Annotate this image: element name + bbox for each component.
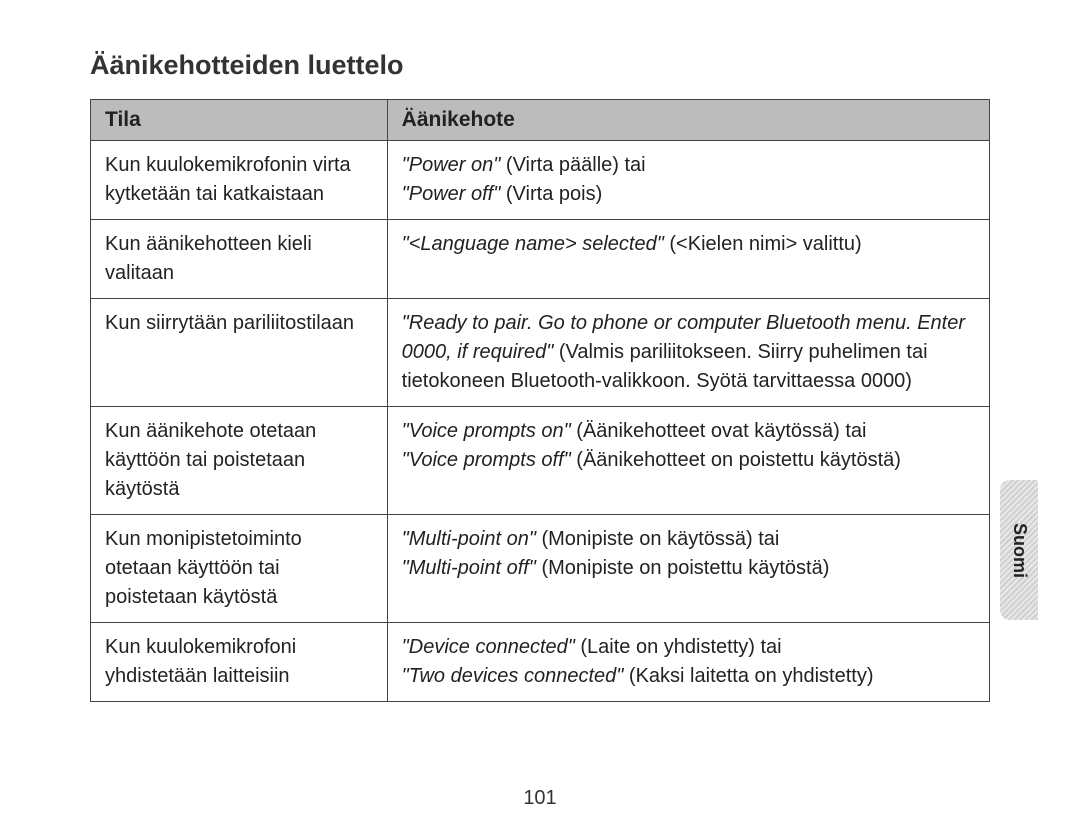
prompt-translation: (Virta pois) — [500, 183, 602, 205]
table-body: Kun kuulokemikrofonin virta kytketään ta… — [91, 141, 990, 702]
table-cell-prompt: "Multi-point on" (Monipiste on käytössä)… — [387, 515, 989, 623]
table-cell-state: Kun äänikehotteen kieli valitaan — [91, 220, 388, 299]
page-number: 101 — [0, 787, 1080, 810]
table-cell-prompt: "Power on" (Virta päälle) tai "Power off"… — [387, 141, 989, 220]
table-row: Kun kuulokemikrofonin virta kytketään ta… — [91, 141, 990, 220]
table-cell-state: Kun monipistetoiminto otetaan käyttöön t… — [91, 515, 388, 623]
prompt-phrase: "Two devices connected" — [402, 665, 624, 687]
prompt-translation: (Kaksi laitetta on yhdistetty) — [623, 665, 873, 687]
page-title: Äänikehotteiden luettelo — [90, 50, 990, 81]
table-row: Kun äänikehote otetaan käyttöön tai pois… — [91, 407, 990, 515]
prompt-phrase: "Multi-point off" — [402, 557, 536, 579]
table-row: Kun äänikehotteen kieli valitaan"<Langua… — [91, 220, 990, 299]
page-container: Äänikehotteiden luettelo Tila Äänikehote… — [0, 0, 1080, 840]
prompt-phrase: "Voice prompts on" — [402, 420, 571, 442]
language-tab-label: Suomi — [1009, 522, 1030, 577]
table-cell-prompt: "Device connected" (Laite on yhdistetty)… — [387, 623, 989, 702]
table-row: Kun siirrytään pariliitostilaan"Ready to… — [91, 299, 990, 407]
table-cell-prompt: "<Language name> selected" (<Kielen nimi… — [387, 220, 989, 299]
table-row: Kun monipistetoiminto otetaan käyttöön t… — [91, 515, 990, 623]
prompt-translation: (<Kielen nimi> valittu) — [664, 233, 862, 255]
prompt-phrase: "Power on" — [402, 154, 501, 176]
prompt-phrase: "Device connected" — [402, 636, 575, 658]
table-cell-state: Kun kuulokemikrofonin virta kytketään ta… — [91, 141, 388, 220]
prompt-phrase: "Power off" — [402, 183, 501, 205]
table-header-row: Tila Äänikehote — [91, 100, 990, 141]
prompt-translation: (Monipiste on käytössä) tai — [536, 528, 779, 550]
prompt-phrase: "Voice prompts off" — [402, 449, 571, 471]
prompt-translation: (Virta päälle) tai — [500, 154, 645, 176]
prompt-translation: (Äänikehotteet ovat käytössä) tai — [571, 420, 867, 442]
language-tab: Suomi — [1000, 480, 1038, 620]
voice-prompt-table: Tila Äänikehote Kun kuulokemikrofonin vi… — [90, 99, 990, 702]
prompt-phrase: "<Language name> selected" — [402, 233, 664, 255]
prompt-translation: (Monipiste on poistettu käytöstä) — [536, 557, 829, 579]
prompt-translation: (Äänikehotteet on poistettu käytöstä) — [571, 449, 901, 471]
table-cell-state: Kun äänikehote otetaan käyttöön tai pois… — [91, 407, 388, 515]
table-row: Kun kuulokemikrofoni yhdistetään laittei… — [91, 623, 990, 702]
header-col1: Tila — [91, 100, 388, 141]
table-cell-state: Kun kuulokemikrofoni yhdistetään laittei… — [91, 623, 388, 702]
table-cell-state: Kun siirrytään pariliitostilaan — [91, 299, 388, 407]
header-col2: Äänikehote — [387, 100, 989, 141]
table-cell-prompt: "Voice prompts on" (Äänikehotteet ovat k… — [387, 407, 989, 515]
prompt-phrase: "Multi-point on" — [402, 528, 536, 550]
prompt-translation: (Laite on yhdistetty) tai — [575, 636, 782, 658]
table-cell-prompt: "Ready to pair. Go to phone or computer … — [387, 299, 989, 407]
